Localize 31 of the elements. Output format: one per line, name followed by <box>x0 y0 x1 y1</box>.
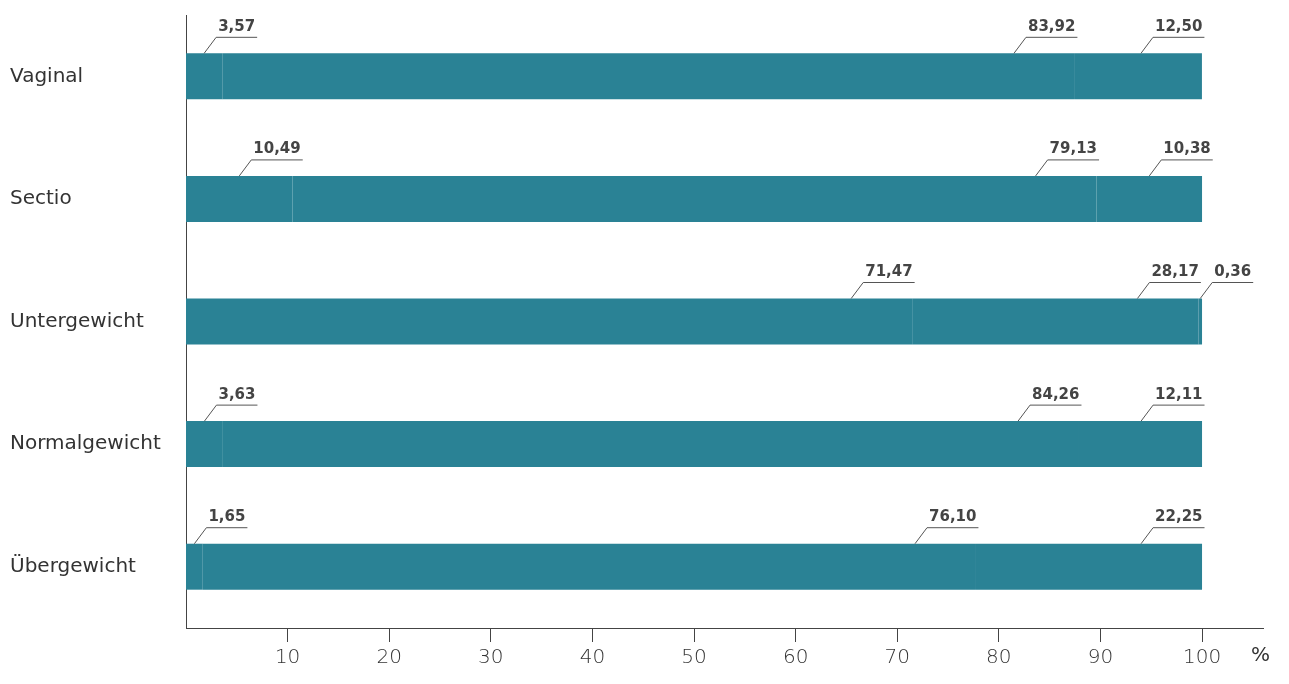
data-label: 0,36 <box>1214 261 1252 280</box>
y-tick-label: Normalgewicht <box>10 430 161 455</box>
data-label: 10,49 <box>253 139 301 158</box>
data-label: 10,38 <box>1163 139 1211 158</box>
x-tick-label: 40 <box>579 644 606 669</box>
x-tick-label: 50 <box>681 644 707 669</box>
y-tick-label: Untergewicht <box>10 307 144 332</box>
x-tick-label: 30 <box>478 644 504 669</box>
data-label: 76,10 <box>929 507 977 526</box>
data-label: 3,63 <box>218 384 256 403</box>
y-tick-label: Vaginal <box>10 62 84 87</box>
x-axis-title: % <box>1251 642 1271 667</box>
y-tick-label: Übergewicht <box>10 552 137 577</box>
x-tick-label: 70 <box>884 644 910 669</box>
data-label: 79,13 <box>1049 139 1098 158</box>
x-tick-label: 100 <box>1182 644 1222 669</box>
data-label: 28,17 <box>1151 261 1199 280</box>
data-label: 84,26 <box>1032 384 1080 403</box>
x-tick-label: 90 <box>1087 644 1114 669</box>
x-tick-label: 10 <box>274 644 301 669</box>
data-label: 3,57 <box>218 16 256 35</box>
data-label: 1,65 <box>208 507 246 526</box>
data-label: 83,92 <box>1027 16 1076 35</box>
data-label: 71,47 <box>865 261 913 280</box>
data-label: 12,11 <box>1155 384 1203 403</box>
x-tick-label: 20 <box>376 644 402 669</box>
data-label: 22,25 <box>1155 507 1203 526</box>
x-tick-label: 80 <box>986 644 1012 669</box>
y-tick-label: Sectio <box>10 185 72 210</box>
data-label: 12,50 <box>1154 16 1203 35</box>
x-tick-label: 60 <box>782 644 809 669</box>
